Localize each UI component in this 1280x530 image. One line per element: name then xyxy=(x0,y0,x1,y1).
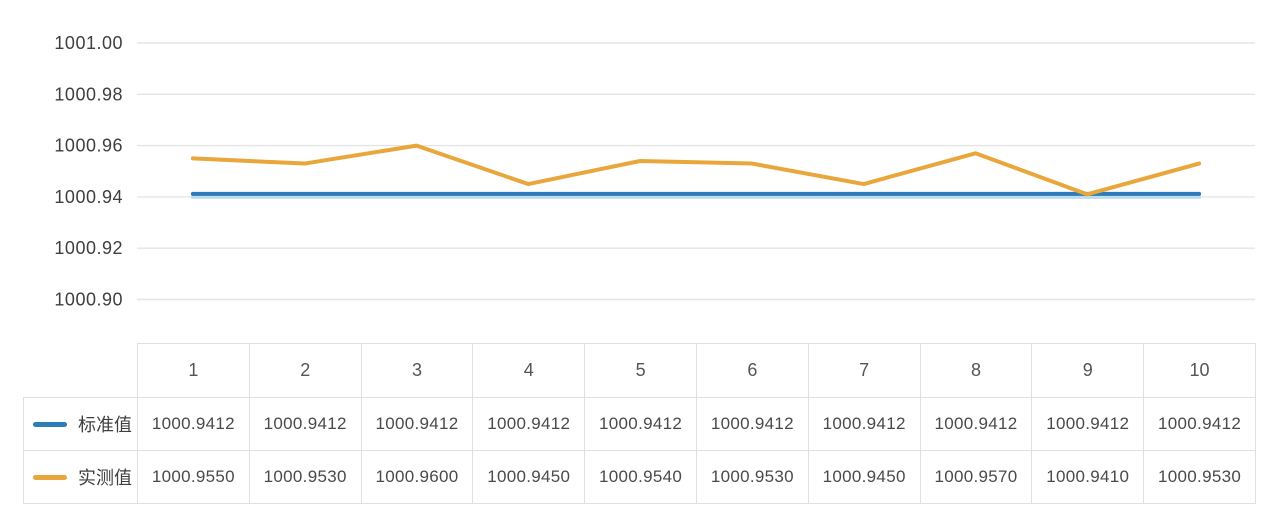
column-header: 3 xyxy=(360,343,474,398)
value-cell: 1000.9600 xyxy=(360,450,474,504)
value-cell: 1000.9530 xyxy=(695,450,809,504)
value-cell: 1000.9570 xyxy=(919,450,1033,504)
value-cell: 1000.9412 xyxy=(248,397,362,451)
value-cell: 1000.9410 xyxy=(1031,450,1145,504)
y-axis-tick-label: 1000.90 xyxy=(54,290,123,310)
column-header: 10 xyxy=(1143,343,1256,398)
legend-cell-inner: 标准值 xyxy=(24,411,137,437)
value-cell: 1000.9450 xyxy=(472,450,586,504)
value-cell: 1000.9412 xyxy=(807,397,921,451)
data-table: 1 2 3 4 5 6 7 8 9 10 标准值 1000.9412 1000.9412 1000.94… xyxy=(23,343,1256,504)
value-cell: 1000.9540 xyxy=(584,450,697,504)
legend-line-swatch xyxy=(33,421,67,427)
value-cell: 1000.9530 xyxy=(1143,450,1256,504)
line-chart-svg: 1001.00 1000.98 1000.96 1000.94 1000.92 1000.… xyxy=(54,33,1255,310)
legend-cell: 实测值 xyxy=(23,450,138,504)
value-cell: 1000.9412 xyxy=(919,397,1033,451)
y-axis-tick-label: 1000.98 xyxy=(54,84,123,104)
column-header: 7 xyxy=(807,343,921,398)
table-header-row: 1 2 3 4 5 6 7 8 9 10 xyxy=(24,343,1256,398)
column-header: 5 xyxy=(584,343,697,398)
value-cell: 1000.9412 xyxy=(1031,397,1145,451)
value-cell: 1000.9412 xyxy=(472,397,586,451)
value-cell: 1000.9412 xyxy=(695,397,809,451)
value-cell: 1000.9530 xyxy=(248,450,362,504)
line-chart: 1001.00 1000.98 1000.96 1000.94 1000.92 1000.… xyxy=(54,33,1255,310)
value-cell: 1000.9450 xyxy=(807,450,921,504)
y-axis-tick-label: 1000.92 xyxy=(54,238,123,258)
legend-label: 实测值 xyxy=(78,468,132,488)
value-cell: 1000.9412 xyxy=(137,397,250,451)
table-body: 标准值 1000.9412 1000.9412 1000.9412 1000.9412 1… xyxy=(23,397,1256,504)
legend-cell-inner: 实测值 xyxy=(24,464,137,490)
legend-line-swatch xyxy=(33,474,67,480)
value-cell: 1000.9412 xyxy=(584,397,697,451)
y-axis-tick-label: 1000.96 xyxy=(54,136,123,156)
column-header: 9 xyxy=(1031,343,1145,398)
column-header: 6 xyxy=(695,343,809,398)
y-axis-tick-label: 1000.94 xyxy=(54,187,123,207)
legend-label: 标准值 xyxy=(78,415,132,435)
measured-value-row: 实测值 1000.9550 1000.9530 1000.9600 1000.9450 1… xyxy=(23,450,1256,504)
value-cell: 1000.9412 xyxy=(1143,397,1256,451)
value-cell: 1000.9412 xyxy=(360,397,474,451)
column-header: 4 xyxy=(472,343,586,398)
column-header: 1 xyxy=(137,343,250,398)
column-header: 2 xyxy=(248,343,362,398)
legend-cell: 标准值 xyxy=(23,397,138,451)
table-corner-cell xyxy=(24,344,138,398)
table-head: 1 2 3 4 5 6 7 8 9 10 xyxy=(24,343,1256,398)
standard-value-row: 标准值 1000.9412 1000.9412 1000.9412 1000.9412 1… xyxy=(23,397,1256,451)
column-header: 8 xyxy=(919,343,1033,398)
value-cell: 1000.9550 xyxy=(137,450,250,504)
y-axis-tick-label: 1001.00 xyxy=(54,33,123,53)
measured-value-line xyxy=(190,143,1202,197)
